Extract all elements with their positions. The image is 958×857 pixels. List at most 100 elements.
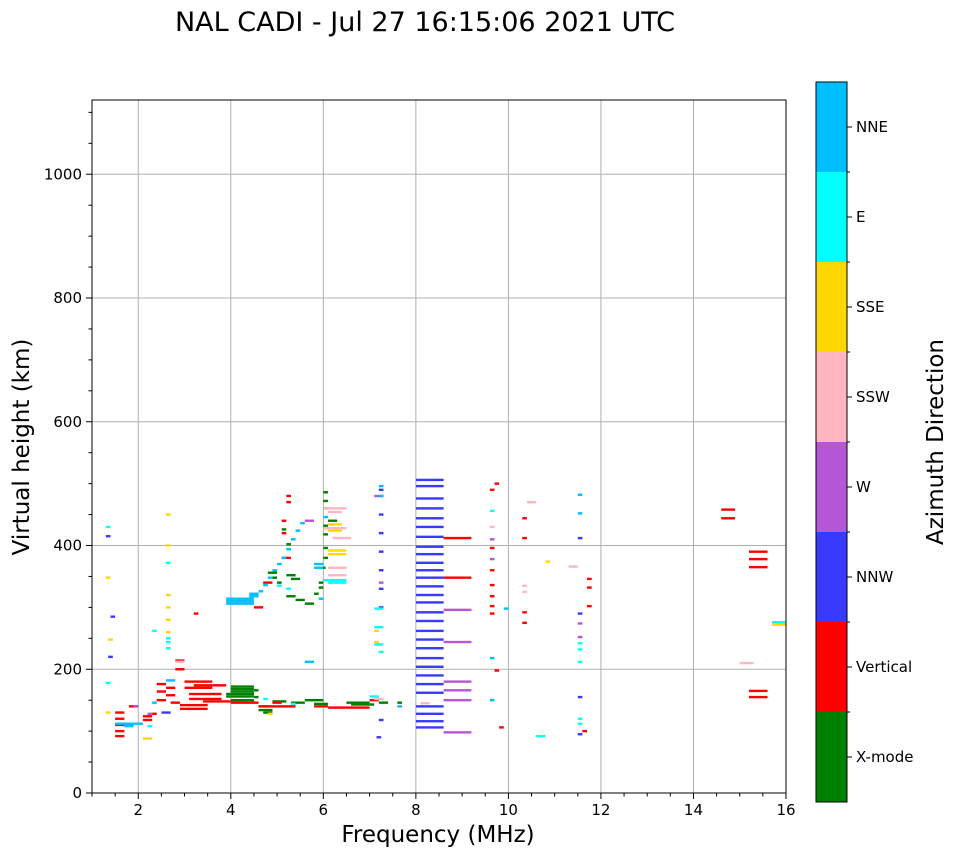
echo-mark (545, 560, 551, 563)
echo-mark (272, 576, 278, 579)
echo-mark (166, 544, 171, 547)
x-tick-label: 8 (411, 801, 421, 819)
series-sse (105, 513, 786, 740)
colorbar-tick-label: E (856, 208, 865, 226)
echo-mark (374, 697, 384, 701)
echo-mark (226, 602, 254, 605)
echo-mark (587, 604, 592, 608)
echo-mark (415, 517, 444, 520)
colorbar-tick-label: SSW (856, 388, 890, 406)
grid-lines (92, 100, 787, 794)
x-tick-label: 2 (133, 801, 143, 819)
echo-mark (536, 734, 546, 738)
echo-mark (152, 701, 157, 704)
echo-mark (323, 507, 347, 510)
echo-mark (184, 680, 213, 683)
echo-mark (286, 500, 291, 504)
colorbar-tick-label: NNE (856, 118, 888, 136)
colorbar: X-mode Vertical NNW W SSW SSE E NNE (815, 81, 913, 803)
echo-mark (376, 736, 382, 739)
colorbar-swatch (816, 352, 847, 442)
echo-mark (522, 611, 527, 614)
echo-mark (105, 576, 111, 579)
echo-mark (577, 493, 583, 496)
echo-mark (415, 691, 444, 694)
echo-mark (323, 546, 328, 550)
echo-mark (267, 571, 278, 574)
echo-mark (443, 698, 472, 702)
echo-mark (739, 661, 754, 665)
echo-mark (443, 680, 472, 683)
x-tick-label: 14 (684, 801, 703, 819)
echo-mark (415, 665, 444, 668)
echo-mark (522, 536, 527, 540)
echo-mark (263, 583, 268, 587)
echo-mark (327, 706, 370, 709)
echo-mark (415, 674, 444, 677)
echo-mark (166, 618, 171, 621)
echo-mark (281, 519, 287, 522)
echo-mark (522, 584, 527, 587)
echo-mark (105, 525, 111, 529)
echo-mark (230, 685, 254, 688)
echo-mark (115, 734, 125, 738)
echo-mark (415, 478, 444, 482)
echo-mark (156, 682, 167, 686)
echo-mark (166, 561, 171, 565)
echo-mark (415, 619, 444, 623)
echo-mark (166, 637, 171, 640)
echo-mark (369, 695, 379, 698)
echo-mark (489, 583, 495, 587)
echo-mark (327, 581, 347, 584)
echo-mark (415, 720, 444, 723)
series-e (105, 509, 786, 738)
echo-mark (166, 640, 171, 644)
echo-mark (415, 712, 444, 715)
echo-mark (314, 705, 328, 708)
echo-mark (415, 525, 444, 529)
echo-mark (166, 686, 176, 690)
echo-mark (105, 535, 111, 538)
echo-mark (314, 592, 319, 595)
chart-title: NAL CADI - Jul 27 16:15:06 2021 UTC (175, 7, 675, 38)
echo-mark (226, 599, 254, 603)
echo-mark (267, 576, 273, 579)
echo-mark (415, 545, 444, 548)
colorbar-label: Azimuth Direction (923, 339, 949, 545)
echo-mark (568, 565, 578, 568)
echo-mark (166, 679, 176, 682)
echo-mark (378, 587, 384, 591)
echo-mark (318, 586, 324, 589)
echo-mark (494, 669, 500, 672)
echo-mark (489, 557, 495, 561)
colorbar-tick-label: NNW (856, 568, 893, 586)
echo-mark (226, 692, 231, 696)
echo-mark (189, 692, 222, 696)
echo-mark (147, 724, 153, 728)
echo-mark (415, 601, 444, 604)
echo-mark (272, 569, 278, 572)
echo-mark (286, 587, 291, 591)
echo-mark (304, 698, 324, 702)
echo-mark (263, 697, 268, 701)
echo-mark (323, 499, 328, 503)
echo-mark (522, 517, 527, 520)
echo-mark (267, 712, 273, 715)
echo-mark (346, 701, 370, 704)
echo-mark (577, 717, 583, 720)
echo-mark (526, 500, 537, 504)
echo-mark (193, 612, 199, 615)
echo-mark (142, 715, 153, 718)
echo-mark (489, 612, 495, 615)
echo-mark (378, 550, 384, 553)
echo-mark (166, 694, 176, 697)
echo-mark (489, 698, 495, 702)
echo-mark (489, 656, 495, 660)
echo-mark (748, 550, 768, 553)
echo-mark (415, 656, 444, 660)
echo-mark (499, 726, 504, 729)
echo-mark (295, 598, 305, 602)
echo-mark (415, 726, 444, 729)
echo-mark (489, 525, 495, 529)
echo-mark (272, 700, 287, 703)
